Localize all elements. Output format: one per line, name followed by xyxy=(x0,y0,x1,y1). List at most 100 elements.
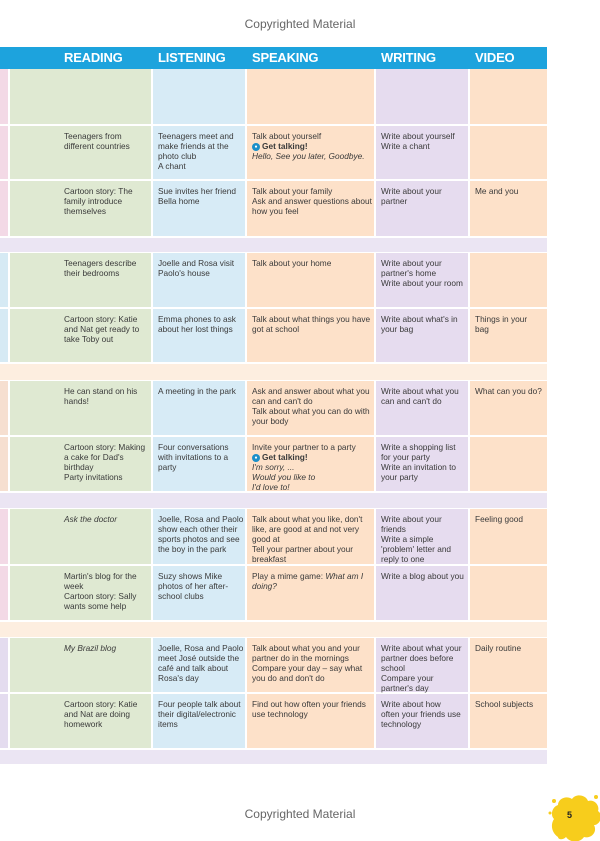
cell-reading: Teenagers describe their bedrooms xyxy=(64,258,136,278)
cell-reading-bg xyxy=(10,694,151,748)
cell-video-bg xyxy=(470,381,547,435)
cell-line: partner do in the mornings xyxy=(252,653,349,663)
row-divider xyxy=(0,565,547,566)
cell-line: show each other their xyxy=(158,524,238,534)
cell-line: Write an invitation to xyxy=(381,462,457,472)
cell-reading: Cartoon story: Katie and Nat are doing hom… xyxy=(64,699,137,729)
cell-line: Write a simple xyxy=(381,534,434,544)
row-left-strip xyxy=(0,181,8,236)
cell-line: Write about yourself xyxy=(381,131,455,141)
row-left-strip xyxy=(0,309,8,362)
cell-line: party xyxy=(158,462,177,472)
cell-line: Find out how often your friends xyxy=(252,699,366,709)
cell-listening-bg xyxy=(153,253,245,307)
cell-listening: Joelle and Rosa visit Paolo's house xyxy=(158,258,234,278)
cell-speaking-bg xyxy=(247,126,374,179)
cell-line: Cartoon story: Making xyxy=(64,442,146,452)
cell-video: What can you do? xyxy=(475,386,542,396)
cell-line: week xyxy=(64,581,84,591)
cell-listening: Four people talk about their digital/elec… xyxy=(158,699,241,729)
row-left-strip xyxy=(0,638,8,692)
cell-line: Paolo's house xyxy=(158,268,210,278)
get-talking-text: Get talking! xyxy=(262,452,308,462)
cell-speaking-bg xyxy=(247,69,374,124)
row-divider xyxy=(0,125,547,126)
cell-line: partner xyxy=(381,196,408,206)
row-divider xyxy=(0,308,547,309)
cell-reading-bg xyxy=(10,181,151,236)
cell-speaking: Talk about your home xyxy=(252,258,331,268)
cell-writing: Write about what your partner does before… xyxy=(381,643,462,693)
cell-reading-bg xyxy=(10,566,151,620)
cell-reading-bg xyxy=(10,126,151,179)
cell-speaking: Talk about yourself ● Get talking! Hello, S… xyxy=(252,131,365,161)
copyright-watermark-top: Copyrighted Material xyxy=(244,17,356,31)
get-talking-label: ● Get talking! xyxy=(252,452,356,462)
cell-line: Sue invites her friend xyxy=(158,186,236,196)
cell-reading: Cartoon story: Making a cake for Dad's bir… xyxy=(64,442,145,482)
cell-line: bag xyxy=(475,324,489,334)
cell-speaking-bg xyxy=(247,638,374,692)
cell-listening-bg xyxy=(153,381,245,435)
cell-line: Joelle and Rosa visit xyxy=(158,258,235,268)
cell-line: Emma phones to ask xyxy=(158,314,236,324)
cell-line: meet José outside the xyxy=(158,653,240,663)
header-reading: READING xyxy=(64,50,123,65)
cell-writing: Write about what you can and can't do xyxy=(381,386,459,406)
cell-listening-bg xyxy=(153,437,245,491)
cell-reading-bg xyxy=(10,509,151,564)
cell-writing-bg xyxy=(376,253,468,307)
cell-speaking: Find out how often your friends use techn… xyxy=(252,699,366,719)
cell-video: Me and you xyxy=(475,186,518,196)
cell-speaking: Talk about what things you have got at sc… xyxy=(252,314,370,334)
cell-listening-bg xyxy=(153,638,245,692)
cell-speaking-bg xyxy=(247,309,374,362)
cell-line: school clubs xyxy=(158,591,204,601)
cell-listening-bg xyxy=(153,509,245,564)
cell-listening: Suzy shows Mike photos of her after-schoo… xyxy=(158,571,228,601)
cell-video-bg xyxy=(470,694,547,748)
row-divider xyxy=(0,621,547,622)
cell-line: Talk about what you like, don't xyxy=(252,514,363,524)
cell-listening-bg xyxy=(153,126,245,179)
cell-line: make friends at the xyxy=(158,141,229,151)
cell-line: good at xyxy=(252,534,280,544)
cell-line: homework xyxy=(64,719,103,729)
get-talking-text: Get talking! xyxy=(262,141,308,151)
cell-line: got at school xyxy=(252,324,300,334)
cell-line: friends xyxy=(381,524,406,534)
cell-reading: Teenagers from different countries xyxy=(64,131,130,151)
cell-listening: A meeting in the park xyxy=(158,386,236,396)
cell-speaking-bg xyxy=(247,181,374,236)
row-divider xyxy=(0,436,547,437)
cell-line: Write about what's in xyxy=(381,314,458,324)
get-talking-phrases: Would you like to xyxy=(252,472,316,482)
cell-line: Things in your xyxy=(475,314,528,324)
cell-line: Compare your xyxy=(381,673,434,683)
cell-line: What can you do? xyxy=(475,386,542,396)
cell-line: Tell your partner about your xyxy=(252,544,354,554)
cell-line: breakfast xyxy=(252,554,287,564)
cell-line: Write a chant xyxy=(381,141,430,151)
cell-line: sports photos and see xyxy=(158,534,240,544)
get-talking-phrases: I'm sorry, ... xyxy=(252,462,295,472)
cell-video: School subjects xyxy=(475,699,533,709)
cell-reading-bg xyxy=(10,309,151,362)
cell-writing: Write about your partner xyxy=(381,186,442,206)
cell-listening-bg xyxy=(153,566,245,620)
row-divider xyxy=(0,749,547,750)
cell-line: Bella home xyxy=(158,196,200,206)
cell-line: Four people talk about xyxy=(158,699,241,709)
cell-line: their bedrooms xyxy=(64,268,120,278)
cell-video: Things in your bag xyxy=(475,314,527,334)
get-talking-label: ● Get talking! xyxy=(252,141,365,151)
cell-line: Teenagers describe xyxy=(64,258,137,268)
cell-line: how you feel xyxy=(252,206,299,216)
cell-video-bg xyxy=(470,253,547,307)
page-number: 5 xyxy=(567,810,573,820)
row-divider xyxy=(0,180,547,181)
cell-listening-bg xyxy=(153,694,245,748)
cell-video-bg xyxy=(470,509,547,564)
cell-video-bg xyxy=(470,181,547,236)
